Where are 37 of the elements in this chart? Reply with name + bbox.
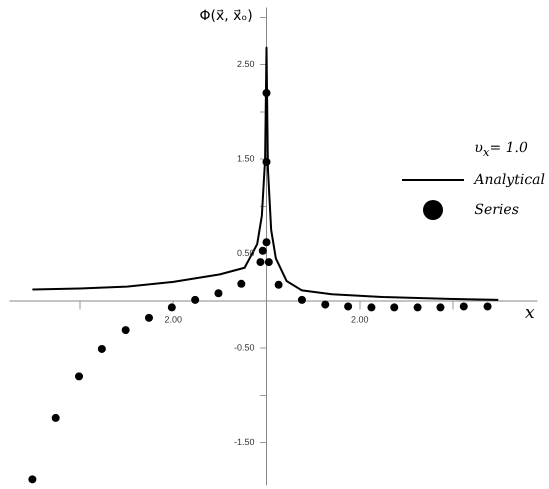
point [460,302,468,310]
point [262,158,271,166]
point [264,258,273,266]
x-tick-label: 2.00 [351,314,369,325]
point [484,302,492,310]
point [262,89,271,98]
y-tick-label: 1.50 [236,154,255,164]
y-tick-label: -1.50 [234,436,255,447]
point [28,475,36,484]
point [298,296,306,304]
y-tick-label: 2.50 [236,59,255,70]
x-axis-title: x [525,302,535,323]
point [214,289,222,298]
point [262,238,271,246]
point [390,303,398,312]
point [75,372,84,380]
point [168,303,176,312]
point [98,344,106,353]
point [414,303,422,312]
point [436,303,444,312]
point [274,280,283,289]
point [256,258,264,266]
legend-label: Series [474,202,519,218]
point [144,314,153,322]
point [344,302,352,310]
x-tick-label: 2.00 [164,314,182,325]
y-tick-label: -0.50 [234,342,255,353]
point [52,414,60,422]
y-axis-title: Φ(x⃗, x⃗ₒ) [200,8,253,24]
point [237,280,246,288]
point [258,246,267,255]
point [191,296,200,304]
point [122,326,130,334]
legend-label: Analytical [474,172,545,188]
legend-title: υ$_{x}$= 1.0 [474,140,529,159]
point [321,300,330,309]
point [367,303,376,312]
